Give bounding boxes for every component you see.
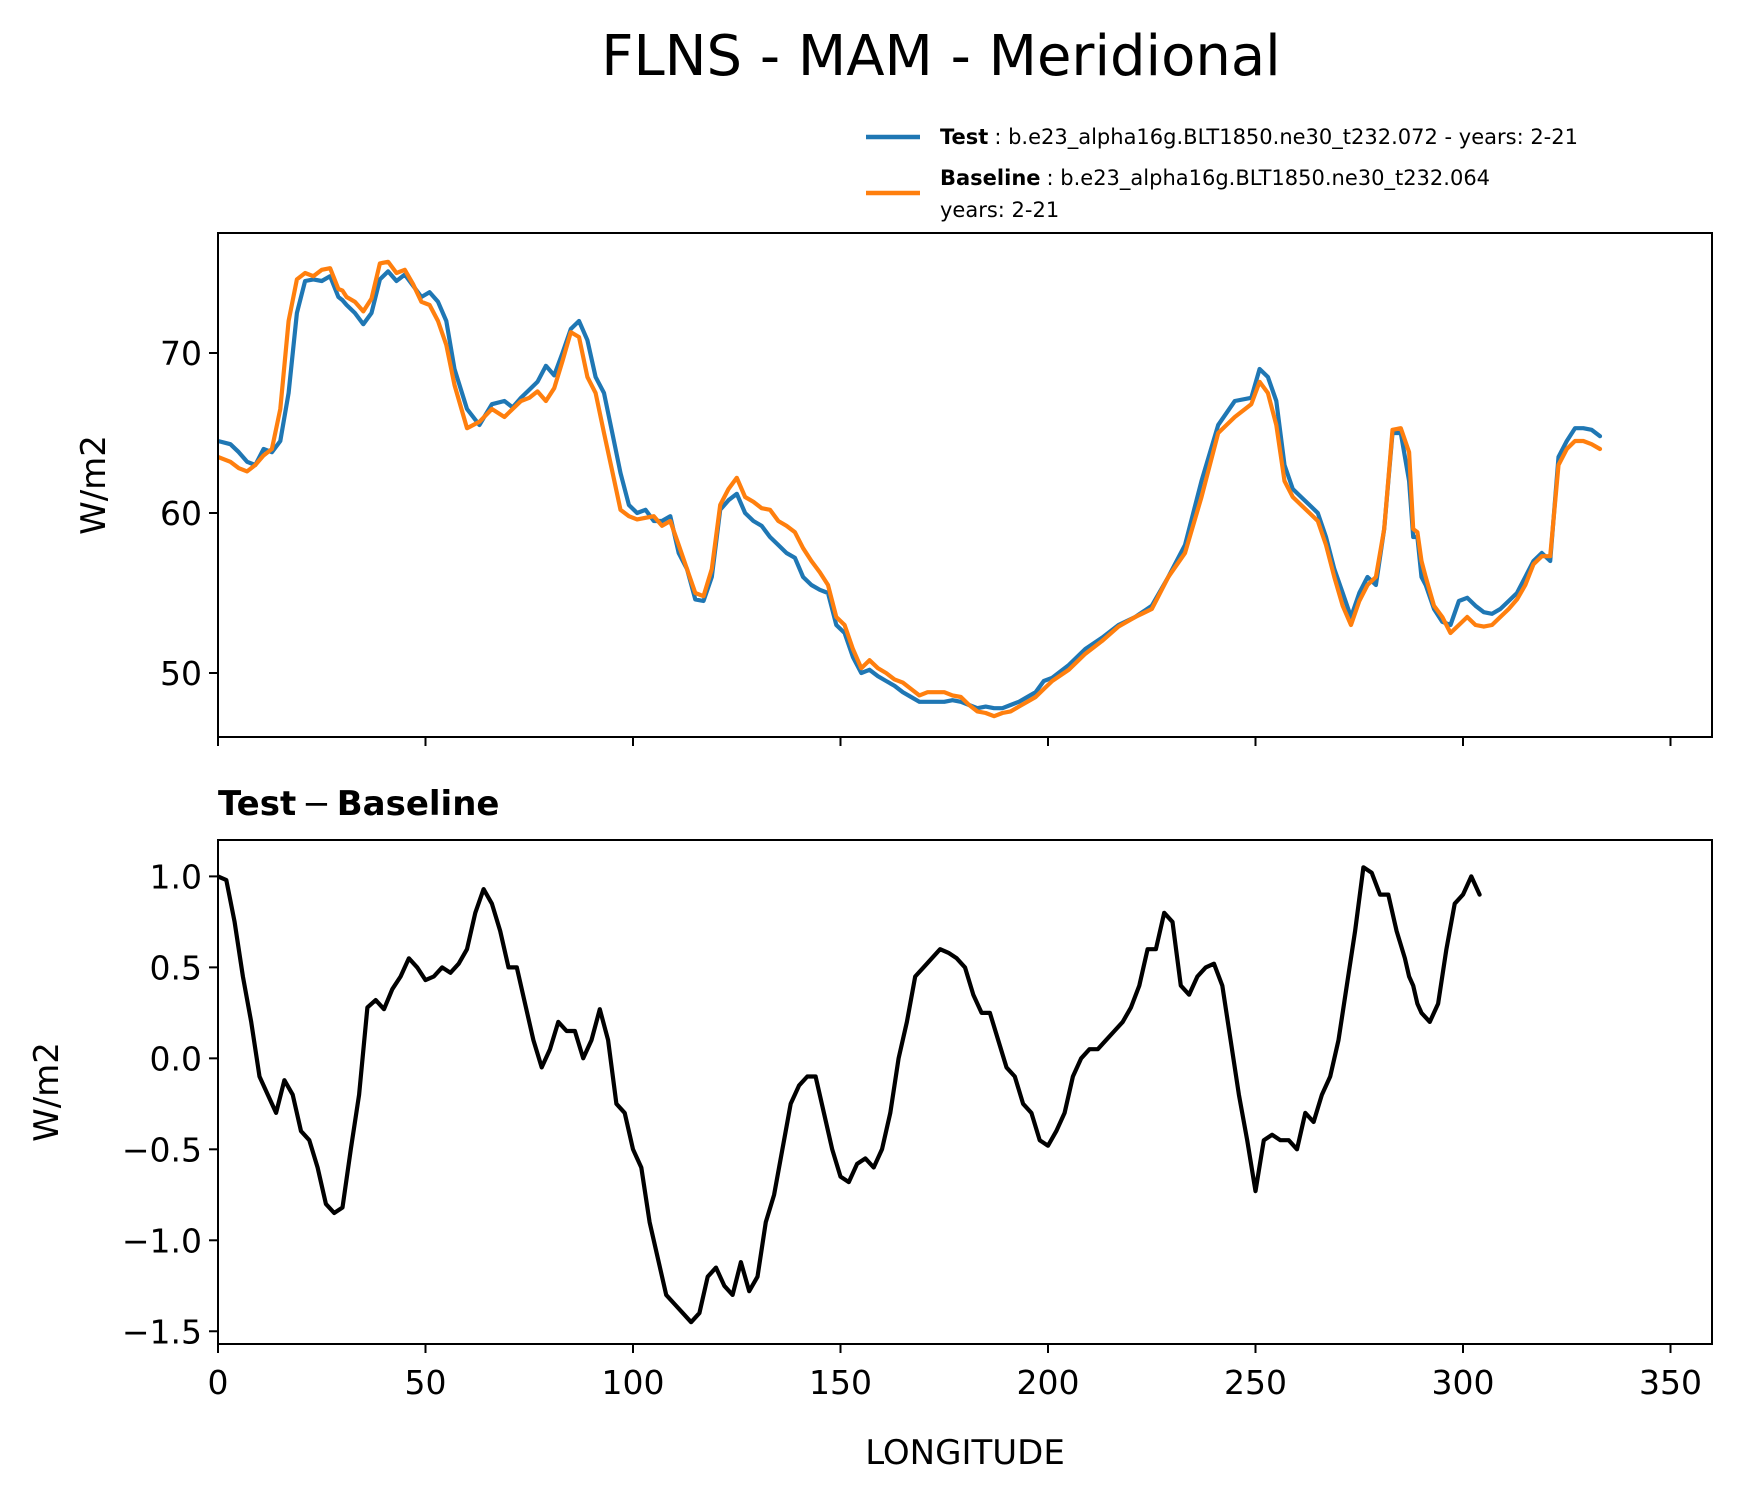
top-ytick-label: 70 [160, 334, 202, 373]
series-line-baseline [218, 259, 1603, 719]
bottom-xtick-label: 0 [208, 1363, 229, 1402]
legend: Test: b.e23_alpha16g.BLT1850.ne30_t232.0… [866, 125, 1578, 222]
bottom-ytick-label: −1.0 [122, 1221, 202, 1260]
bottom-subtitle: Test − Baseline [218, 784, 499, 824]
legend-text-baseline-years: years: 2-21 [940, 198, 1059, 222]
bottom-xtick-label: 350 [1639, 1363, 1702, 1402]
legend-text-test: : b.e23_alpha16g.BLT1850.ne30_t232.072 -… [994, 125, 1578, 150]
bottom-series-group [218, 865, 1482, 1325]
bottom-plot-frame [217, 839, 1713, 1345]
top-plot-frame [217, 232, 1713, 738]
bottom-panel: Test − Baseline −1.5 −1.0 −0.5 0.0 0.5 1.0 0 50 10… [27, 784, 1713, 1473]
top-ytick-label: 60 [160, 494, 202, 533]
bottom-xtick-label: 100 [602, 1363, 665, 1402]
bottom-xtick-label: 300 [1432, 1363, 1495, 1402]
bottom-ytick-label: −1.5 [122, 1312, 202, 1351]
legend-text-baseline: : b.e23_alpha16g.BLT1850.ne30_t232.064 [1047, 166, 1491, 191]
legend-label-baseline: Baseline: b.e23_alpha16g.BLT1850.ne30_t2… [940, 166, 1490, 191]
series-line-test [218, 269, 1603, 711]
legend-key-test: Test [940, 125, 988, 149]
top-series-group [218, 259, 1603, 719]
top-ylabel: W/m2 [74, 435, 114, 535]
bottom-ytick-label: 0.0 [150, 1039, 202, 1078]
bottom-subtitle-right: Baseline [337, 784, 500, 824]
legend-key-baseline: Baseline [940, 166, 1041, 190]
bottom-xlabel: LONGITUDE [865, 1433, 1065, 1473]
top-ytick-label: 50 [160, 654, 202, 693]
bottom-ytick-label: 0.5 [150, 948, 202, 987]
bottom-xtick-label: 250 [1224, 1363, 1287, 1402]
bottom-ylabel: W/m2 [27, 1042, 67, 1142]
series-line-test-baseline [218, 865, 1482, 1325]
bottom-xtick-label: 50 [405, 1363, 447, 1402]
bottom-ytick-label: −0.5 [122, 1130, 202, 1169]
top-axis-ticks: 50 60 70 [160, 334, 1672, 746]
bottom-ytick-label: 1.0 [150, 857, 202, 896]
bottom-axis-ticks: −1.5 −1.0 −0.5 0.0 0.5 1.0 0 50 100 150 200 250 300 3… [122, 857, 1702, 1402]
bottom-xtick-label: 200 [1017, 1363, 1080, 1402]
bottom-subtitle-op: − [302, 784, 331, 824]
legend-label-test: Test: b.e23_alpha16g.BLT1850.ne30_t232.0… [940, 125, 1578, 150]
bottom-xtick-label: 150 [809, 1363, 872, 1402]
bottom-subtitle-left: Test [218, 784, 296, 824]
top-panel: 50 60 70 W/m2 [74, 232, 1713, 746]
chart-title: FLNS - MAM - Meridional [601, 24, 1281, 89]
